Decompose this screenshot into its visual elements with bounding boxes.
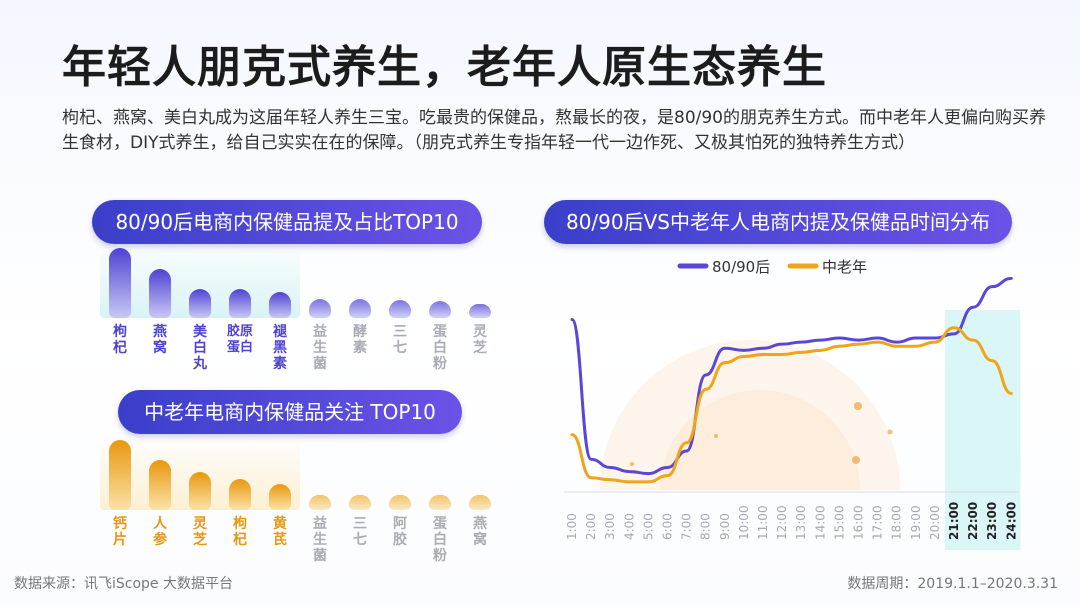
x-tick-label: 21:00 — [947, 502, 961, 540]
young-bar — [429, 301, 451, 318]
elder-bar-label: 灵芝 — [193, 516, 207, 548]
elder-bar — [469, 495, 491, 510]
elder-bar — [229, 479, 251, 510]
x-tick-label: 12:00 — [775, 505, 789, 540]
x-tick-label: 5:00 — [641, 513, 655, 540]
x-tick-label: 24:00 — [1004, 502, 1018, 540]
young-bar-label: 褪黑素 — [273, 324, 287, 372]
x-tick-label: 4:00 — [622, 513, 636, 540]
data-source: 数据来源：讯飞iScope 大数据平台 — [14, 576, 233, 592]
x-tick-label: 20:00 — [928, 505, 942, 540]
x-tick-label: 10:00 — [737, 505, 751, 540]
series-line-young — [570, 276, 1013, 476]
x-tick-label: 1:00 — [565, 513, 579, 540]
elder-bar — [109, 440, 131, 510]
elder-bar-label: 阿胶 — [393, 516, 407, 548]
elder-top10-bar-chart: 钙片 人参 灵芝 枸杞 黄芪 益生菌 三七 阿胶 蛋白粉 燕窝 — [100, 432, 500, 572]
x-tick-label: 19:00 — [909, 505, 923, 540]
young-bar — [469, 304, 491, 318]
young-bar-label: 三七 — [393, 324, 407, 356]
x-tick-label: 11:00 — [756, 505, 770, 540]
x-tick-label: 3:00 — [603, 513, 617, 540]
elder-bar — [429, 495, 451, 510]
elder-bar — [349, 495, 371, 510]
x-tick-label: 7:00 — [680, 513, 694, 540]
young-bar — [149, 269, 171, 318]
elder-bar — [269, 484, 291, 510]
decor-dot — [887, 429, 893, 435]
elder-bar-label: 益生菌 — [313, 516, 327, 564]
x-tick-label: 14:00 — [813, 505, 827, 540]
young-bar — [229, 288, 251, 318]
young-bar — [109, 248, 131, 318]
x-tick-label: 15:00 — [832, 505, 846, 540]
young-bar-label: 蛋白粉 — [433, 324, 447, 372]
page-title: 年轻人朋克式养生，老年人原生态养生 — [62, 42, 827, 93]
elder-bar-label: 蛋白粉 — [433, 516, 447, 564]
young-bar — [189, 288, 211, 318]
elder-bar — [309, 495, 331, 510]
legend-label: 80/90后 — [712, 258, 770, 276]
elder-bar-label: 三七 — [353, 516, 367, 548]
elder-bar — [389, 495, 411, 510]
young-bar-label: 酵素 — [353, 324, 367, 356]
x-tick-label: 9:00 — [718, 513, 732, 540]
time-distribution-line-chart: 1:00 2:00 3:00 4:00 5:00 6:00 7:00 8:00 9:00 10:0… — [564, 258, 1021, 550]
decor-arc-inner — [660, 390, 860, 490]
young-bar-label: 胶原蛋白 — [226, 324, 253, 355]
decor-dot — [630, 462, 634, 466]
young-bar — [349, 299, 371, 318]
x-tick-label: 13:00 — [794, 505, 808, 540]
elder-bar-label: 燕窝 — [473, 516, 487, 548]
elder-bar — [149, 459, 171, 510]
elder-bar-label: 钙片 — [113, 516, 127, 548]
elder-top10-title: 中老年电商内保健品关注 TOP10 — [118, 390, 462, 434]
young-bar-label: 枸杞 — [113, 324, 127, 356]
x-tick-label: 6:00 — [661, 513, 675, 540]
decor-dot — [852, 456, 860, 464]
decor-dot — [854, 402, 862, 410]
young-bar — [269, 292, 291, 318]
x-tick-label: 16:00 — [852, 505, 866, 540]
x-tick-label: 23:00 — [985, 502, 999, 540]
young-bar-label: 灵芝 — [473, 324, 487, 356]
young-bar — [309, 299, 331, 318]
young-bar-label: 美白丸 — [193, 324, 207, 372]
elder-bar-label: 枸杞 — [233, 516, 247, 548]
x-tick-label: 8:00 — [699, 513, 713, 540]
elder-bar-label: 黄芪 — [273, 516, 287, 548]
legend-label: 中老年 — [822, 258, 867, 276]
elder-bar — [189, 471, 211, 510]
decor-dot — [714, 434, 718, 438]
young-bar-label: 益生菌 — [313, 324, 327, 372]
x-tick-label: 17:00 — [871, 505, 885, 540]
young-bar — [389, 299, 411, 318]
x-tick-label: 22:00 — [966, 502, 980, 540]
data-period: 数据周期：2019.1.1–2020.3.31 — [847, 576, 1058, 592]
page-description: 枸杞、燕窝、美白丸成为这届年轻人养生三宝。吃最贵的保健品，熬最长的夜，是80/9… — [62, 108, 1046, 153]
young-bar-label: 燕窝 — [153, 324, 167, 356]
series-line-elder — [570, 326, 1013, 484]
young-top10-bar-chart: 枸杞 燕窝 美白丸 胶原蛋白 褪黑素 益生菌 酵素 三七 蛋白粉 灵芝 — [100, 240, 500, 380]
x-tick-label: 18:00 — [890, 505, 904, 540]
elder-bar-label: 人参 — [153, 516, 167, 548]
x-tick-label: 2:00 — [584, 513, 598, 540]
time-distribution-title: 80/90后VS中老年人电商内提及保健品时间分布 — [544, 200, 1012, 244]
young-top10-title: 80/90后电商内保健品提及占比TOP10 — [92, 200, 482, 244]
